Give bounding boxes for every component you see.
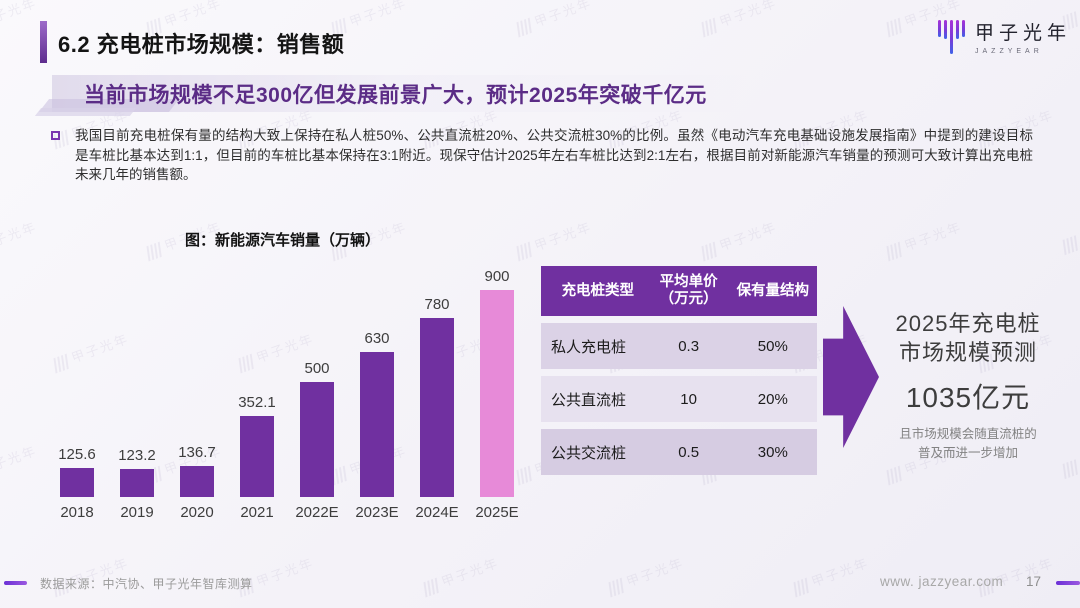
category-label: 2024E <box>415 504 459 521</box>
subtitle-decoration <box>34 108 137 116</box>
table-row: 公共直流桩 10 20% <box>541 376 817 422</box>
table-header-row: 充电桩类型 平均单价 （万元） 保有量结构 <box>541 266 817 316</box>
bar-value-label: 630 <box>364 330 390 347</box>
brand-watermark: 甲子光年 <box>700 219 780 262</box>
bar-value-label: 136.7 <box>178 444 216 461</box>
category-label: 2018 <box>60 504 94 521</box>
prediction-line2: 市场规模预测 <box>898 340 1037 366</box>
prediction-note: 且市场规模会随直流桩的 普及而进一步增加 <box>899 427 1037 460</box>
prediction-value: 1035亿元 <box>905 382 1031 414</box>
table-cell: 0.5 <box>678 443 700 461</box>
bar <box>360 352 394 497</box>
table-cell: 私人充电桩 <box>551 338 627 356</box>
brand-watermark: 甲子光年 <box>1061 228 1080 296</box>
category-label: 2023E <box>355 504 399 521</box>
prediction-line1: 2025年充电桩 <box>895 311 1041 336</box>
table-row: 公共交流桩 0.5 30% <box>541 429 817 475</box>
table-cell: 10 <box>680 390 697 408</box>
bar <box>60 468 94 497</box>
table-cell: 50% <box>757 337 788 355</box>
bar <box>120 469 154 497</box>
table-cell: 30% <box>757 443 788 461</box>
page-title: 6.2 充电桩市场规模：销售额 <box>58 32 345 57</box>
category-label: 2021 <box>240 504 274 521</box>
bar-column: 500 <box>292 360 342 497</box>
bar <box>180 466 214 497</box>
page-number: 17 <box>1026 574 1042 589</box>
bar-column: 123.2 <box>112 447 162 497</box>
bar-value-label: 780 <box>424 296 450 313</box>
brand-logo: 甲子光年 JAZZYEAR <box>938 20 1071 58</box>
data-source-text: 数据来源：中汽协、甲子光年智库测算 <box>40 577 253 591</box>
bar-column: 780 <box>412 296 462 497</box>
bar-chart-category-axis: 2018 2019 2020 2021 2022E 2023E 2024E 2025E <box>52 504 522 521</box>
bar-column: 900 <box>472 268 522 497</box>
bar-column: 136.7 <box>172 444 222 497</box>
subtitle-text: 当前市场规模不足300亿但发展前景广大，预计2025年突破千亿元 <box>84 84 707 107</box>
bar-value-label: 352.1 <box>238 394 276 411</box>
brand-logo-text: 甲子光年 JAZZYEAR <box>975 24 1071 55</box>
bar <box>240 416 274 497</box>
brand-watermark: 甲子光年 <box>0 442 39 478</box>
brand-watermark: 甲子光年 <box>515 0 595 38</box>
table-row: 私人充电桩 0.3 50% <box>541 323 817 369</box>
table-cell: 公共交流桩 <box>551 444 627 462</box>
body-paragraph: 我国目前充电桩保有量的结构大致上保持在私人桩50%、公共直流桩20%、公共交流桩… <box>75 128 1033 183</box>
bar-chart: 125.6 123.2 136.7 352.1 500 630 780 900 <box>52 255 522 497</box>
brand-watermark: 甲子光年 <box>607 555 687 598</box>
bar-column: 125.6 <box>52 446 102 497</box>
bar-value-label: 125.6 <box>58 446 96 463</box>
website-text: www. jazzyear.com <box>880 574 1004 589</box>
pricing-table: 充电桩类型 平均单价 （万元） 保有量结构 私人充电桩 0.3 50% 公共直流桩 10 20… <box>541 266 817 475</box>
bar-column: 630 <box>352 330 402 497</box>
arrow-right-icon <box>823 306 879 448</box>
brand-watermark: 甲子光年 <box>0 218 39 254</box>
category-label: 2020 <box>180 504 214 521</box>
brand-watermark: 甲子光年 <box>422 555 502 598</box>
chart-title: 图：新能源汽车销量（万辆） <box>185 232 381 249</box>
category-label: 2019 <box>120 504 154 521</box>
bullet-square-icon <box>51 131 60 140</box>
table-cell: 20% <box>757 390 788 408</box>
title-accent-bar <box>40 21 47 63</box>
table-header-cell: 充电桩类型 <box>561 282 635 299</box>
bar <box>480 290 514 497</box>
prediction-block: 2025年充电桩 市场规模预测 1035亿元 且市场规模会随直流桩的 普及而进一… <box>872 309 1064 463</box>
category-label: 2022E <box>295 504 339 521</box>
table-cell: 公共直流桩 <box>551 391 627 409</box>
brand-watermark: 甲子光年 <box>0 0 39 30</box>
footer-accent-line-left <box>4 581 27 585</box>
category-label: 2025E <box>475 504 519 521</box>
table-header-cell: 保有量结构 <box>736 282 810 299</box>
footer-accent-line-right <box>1056 581 1080 585</box>
brand-watermark: 甲子光年 <box>792 555 872 598</box>
bar-value-label: 500 <box>304 360 330 377</box>
bar <box>300 382 334 497</box>
bar-column: 352.1 <box>232 394 282 497</box>
brand-watermark: 甲子光年 <box>700 0 780 38</box>
bar <box>420 318 454 497</box>
subtitle-banner <box>52 75 827 112</box>
table-body: 私人充电桩 0.3 50% 公共直流桩 10 20% 公共交流桩 0.5 30% <box>541 323 817 475</box>
brand-subname: JAZZYEAR <box>975 47 1043 55</box>
brand-watermark: 甲子光年 <box>515 219 595 262</box>
brand-name: 甲子光年 <box>975 22 1072 44</box>
table-cell: 0.3 <box>678 337 700 355</box>
brand-watermark: 甲子光年 <box>885 219 965 262</box>
bar-value-label: 900 <box>484 268 510 285</box>
brand-logo-icon <box>938 20 965 58</box>
table-header-cell: 平均单价 （万元） <box>659 274 718 307</box>
bar-value-label: 123.2 <box>118 447 156 464</box>
